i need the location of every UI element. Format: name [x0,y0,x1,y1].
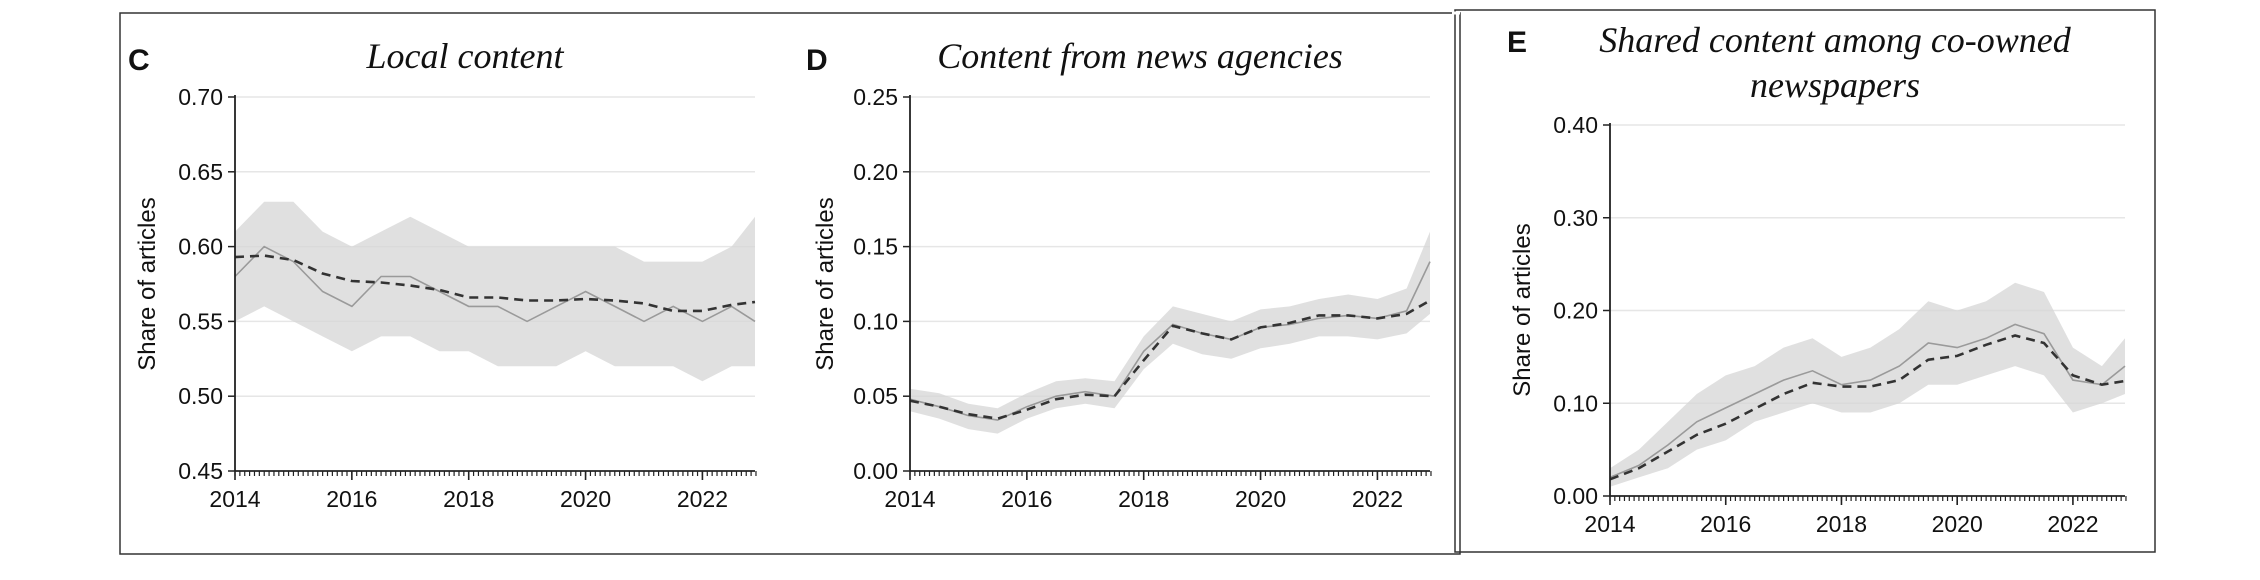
panel-c-xtick-label: 2016 [326,486,377,512]
panel-e: 0.00 0.10 0.20 0.30 0.40 2014 2016 2018 2020 202… [1507,20,2127,537]
panel-c-monthly-line [234,245,756,323]
panel-d-band [910,231,1430,434]
panel-c-ylabel: Share of articles [134,197,161,370]
panel-c-xtick-label: 2020 [560,486,611,512]
panel-e-ytick-label: 0.30 [1553,205,1598,231]
panel-c-letter: C [128,44,150,77]
panel-e-ytick-label: 0.20 [1553,298,1598,324]
panel-e-xtick-label: 2018 [1816,511,1867,537]
panel-c-yticks: 0.45 0.50 0.55 0.60 0.65 0.70 [178,84,235,484]
panel-e-xtick-label: 2022 [2047,511,2098,537]
panel-e-title-line-2: newspapers [1750,65,1920,105]
panel-c-band [235,201,755,382]
panel-d-ytick-label: 0.00 [853,458,898,484]
panel-c-ytick-label: 0.45 [178,458,223,484]
panel-e-ytick-label: 0.40 [1553,112,1598,138]
panel-e-title-line-1: Shared content among co-owned [1599,20,2072,60]
panel-d-ytick-label: 0.20 [853,159,898,185]
panel-d: 0.00 0.05 0.10 0.15 0.20 0.25 2014 2016 2018 202… [806,36,1432,512]
panel-d-xtick-label: 2020 [1235,486,1286,512]
panel-d-ytick-label: 0.15 [853,234,898,260]
panel-e-yticks: 0.00 0.10 0.20 0.30 0.40 [1553,112,1610,509]
panel-e-xtick-label: 2014 [1584,511,1635,537]
panel-c-xtick-label: 2022 [677,486,728,512]
panel-e-xtick-label: 2016 [1700,511,1751,537]
panel-e-band [1610,282,2125,487]
panel-e-ytick-label: 0.10 [1553,390,1598,416]
panel-d-trend-line [909,299,1431,420]
panel-e-trend-line [1609,334,2126,481]
panel-d-minor-ticks [909,471,1432,476]
panel-c-ytick-label: 0.55 [178,308,223,334]
panel-c-xtick-label: 2014 [209,486,260,512]
panel-e-xtick-label: 2020 [1932,511,1983,537]
panel-c-ytick-label: 0.50 [178,383,223,409]
panel-d-ytick-label: 0.10 [853,308,898,334]
panel-d-xtick-label: 2014 [884,486,935,512]
panel-d-xticks: 2014 2016 2018 2020 2022 [884,471,1403,512]
panel-d-title: Content from news agencies [937,36,1343,76]
panel-d-xtick-label: 2022 [1352,486,1403,512]
panel-d-grid [910,96,1430,397]
panel-e-ytick-label: 0.00 [1553,483,1598,509]
panel-c-title: Local content [366,36,565,76]
panel-e-xticks: 2014 2016 2018 2020 2022 [1584,496,2099,537]
panel-c: 0.45 0.50 0.55 0.60 0.65 0.70 2014 2016 2018 202… [128,36,757,512]
panel-c-ytick-label: 0.70 [178,84,223,110]
panel-e-minor-ticks [1609,496,2127,501]
panel-d-ytick-label: 0.05 [853,383,898,409]
panel-d-yticks: 0.00 0.05 0.10 0.15 0.20 0.25 [853,84,910,484]
panel-c-trend-line [234,254,756,313]
panel-d-xtick-label: 2016 [1001,486,1052,512]
panel-c-xticks: 2014 2016 2018 2020 2022 [209,471,728,512]
panel-d-xtick-label: 2018 [1118,486,1169,512]
panel-c-ytick-label: 0.60 [178,234,223,260]
panel-d-letter: D [806,44,828,77]
panel-d-ytick-label: 0.25 [853,84,898,110]
panel-e-monthly-line [1609,323,2126,479]
frame-e [1454,9,2156,553]
panel-c-ytick-label: 0.65 [178,159,223,185]
panel-e-letter: E [1507,26,1527,59]
panel-c-xtick-label: 2018 [443,486,494,512]
panel-d-ylabel: Share of articles [812,197,839,370]
frame-cd [119,12,1461,555]
panel-e-ylabel: Share of articles [1509,223,1536,396]
